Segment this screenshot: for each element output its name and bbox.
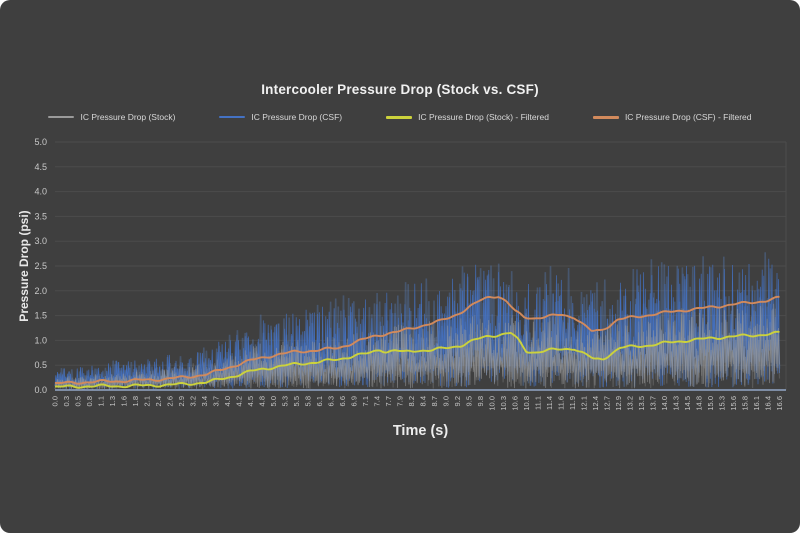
svg-text:9.0: 9.0 (442, 396, 451, 406)
chart-title: Intercooler Pressure Drop (Stock vs. CSF… (261, 82, 539, 97)
legend-label-csf: IC Pressure Drop (CSF) (251, 112, 343, 122)
svg-text:5.3: 5.3 (281, 396, 290, 406)
legend-marker-stock-filtered-line (386, 115, 413, 119)
legend-label-csf-filtered: IC Pressure Drop (CSF) - Filtered (624, 112, 752, 122)
svg-text:16.1: 16.1 (752, 396, 761, 411)
svg-text:5.0: 5.0 (269, 396, 278, 406)
svg-text:6.3: 6.3 (327, 396, 336, 406)
svg-text:2.9: 2.9 (177, 396, 186, 406)
svg-text:12.9: 12.9 (614, 396, 623, 411)
svg-text:12.1: 12.1 (580, 396, 589, 411)
svg-text:4.0: 4.0 (223, 396, 232, 406)
svg-text:0.5: 0.5 (74, 396, 83, 406)
svg-text:13.2: 13.2 (626, 396, 635, 411)
svg-text:7.9: 7.9 (396, 396, 405, 406)
svg-text:13.7: 13.7 (649, 396, 658, 411)
svg-text:7.4: 7.4 (373, 396, 382, 406)
svg-text:10.6: 10.6 (511, 396, 520, 411)
svg-text:1.1: 1.1 (97, 396, 106, 406)
svg-text:1.3: 1.3 (108, 396, 117, 406)
svg-text:0.0: 0.0 (34, 385, 47, 395)
svg-text:1.6: 1.6 (120, 396, 129, 406)
svg-text:9.2: 9.2 (453, 396, 462, 406)
svg-text:3.4: 3.4 (200, 396, 209, 406)
svg-text:3.7: 3.7 (212, 396, 221, 406)
svg-text:2.0: 2.0 (34, 286, 47, 296)
svg-text:0.8: 0.8 (85, 396, 94, 406)
svg-text:15.0: 15.0 (706, 396, 715, 411)
svg-text:12.4: 12.4 (591, 396, 600, 411)
svg-text:4.2: 4.2 (235, 396, 244, 406)
svg-text:14.3: 14.3 (672, 396, 681, 411)
svg-text:0.0: 0.0 (51, 396, 60, 406)
legend-marker-stock-line (48, 116, 75, 118)
svg-text:0.3: 0.3 (62, 396, 71, 406)
svg-text:5.8: 5.8 (304, 396, 313, 406)
legend-label-stock-filtered: IC Pressure Drop (Stock) - Filtered (418, 112, 549, 122)
x-axis-title: Time (s) (392, 423, 449, 439)
svg-text:9.5: 9.5 (465, 396, 474, 406)
legend-item-stock: IC Pressure Drop (Stock) (48, 112, 175, 122)
svg-text:8.7: 8.7 (430, 396, 439, 406)
legend-item-stock-filtered: IC Pressure Drop (Stock) - Filtered (386, 112, 549, 122)
svg-text:0.5: 0.5 (34, 360, 47, 370)
svg-text:2.5: 2.5 (34, 261, 47, 271)
svg-text:10.3: 10.3 (499, 396, 508, 411)
svg-text:3.5: 3.5 (34, 211, 47, 221)
svg-text:4.5: 4.5 (34, 162, 47, 172)
svg-text:1.0: 1.0 (34, 335, 47, 345)
svg-text:5.0: 5.0 (34, 137, 47, 147)
legend-item-csf: IC Pressure Drop (CSF) (219, 112, 342, 122)
svg-text:7.7: 7.7 (384, 396, 393, 406)
svg-text:2.6: 2.6 (166, 396, 175, 406)
svg-text:2.4: 2.4 (154, 396, 163, 406)
svg-text:4.0: 4.0 (34, 187, 47, 197)
svg-text:6.9: 6.9 (350, 396, 359, 406)
svg-text:11.1: 11.1 (534, 396, 543, 410)
svg-text:10.0: 10.0 (488, 396, 497, 411)
svg-text:14.5: 14.5 (683, 396, 692, 411)
svg-text:11.4: 11.4 (545, 396, 554, 410)
legend: IC Pressure Drop (Stock) IC Pressure Dro… (0, 112, 800, 122)
y-axis-title: Pressure Drop (psi) (17, 210, 31, 322)
svg-text:11.6: 11.6 (557, 396, 566, 410)
svg-text:16.6: 16.6 (775, 396, 784, 411)
svg-text:13.5: 13.5 (637, 396, 646, 411)
svg-text:16.4: 16.4 (764, 396, 773, 411)
svg-text:14.0: 14.0 (660, 396, 669, 411)
svg-text:5.5: 5.5 (292, 396, 301, 406)
svg-text:3.0: 3.0 (34, 236, 47, 246)
legend-item-csf-filtered: IC Pressure Drop (CSF) - Filtered (592, 112, 752, 122)
svg-text:8.2: 8.2 (407, 396, 416, 406)
svg-text:14.8: 14.8 (695, 396, 704, 411)
svg-text:1.8: 1.8 (131, 396, 140, 406)
svg-text:7.1: 7.1 (361, 396, 370, 406)
svg-text:6.6: 6.6 (338, 396, 347, 406)
svg-text:3.2: 3.2 (189, 396, 198, 406)
svg-text:9.8: 9.8 (476, 396, 485, 406)
svg-text:11.9: 11.9 (568, 396, 577, 410)
svg-text:6.1: 6.1 (315, 396, 324, 406)
svg-text:15.8: 15.8 (741, 396, 750, 411)
svg-text:10.8: 10.8 (522, 396, 531, 411)
legend-marker-csf-line (219, 116, 246, 118)
svg-text:12.7: 12.7 (603, 396, 612, 411)
legend-marker-csf-filtered-line (592, 115, 619, 119)
svg-text:1.5: 1.5 (34, 311, 47, 321)
svg-text:8.4: 8.4 (419, 396, 428, 406)
svg-text:15.3: 15.3 (718, 396, 727, 411)
svg-text:15.6: 15.6 (729, 396, 738, 411)
svg-text:4.8: 4.8 (258, 396, 267, 406)
legend-label-stock: IC Pressure Drop (Stock) (80, 112, 176, 122)
svg-text:2.1: 2.1 (143, 396, 152, 406)
svg-text:4.5: 4.5 (246, 396, 255, 406)
